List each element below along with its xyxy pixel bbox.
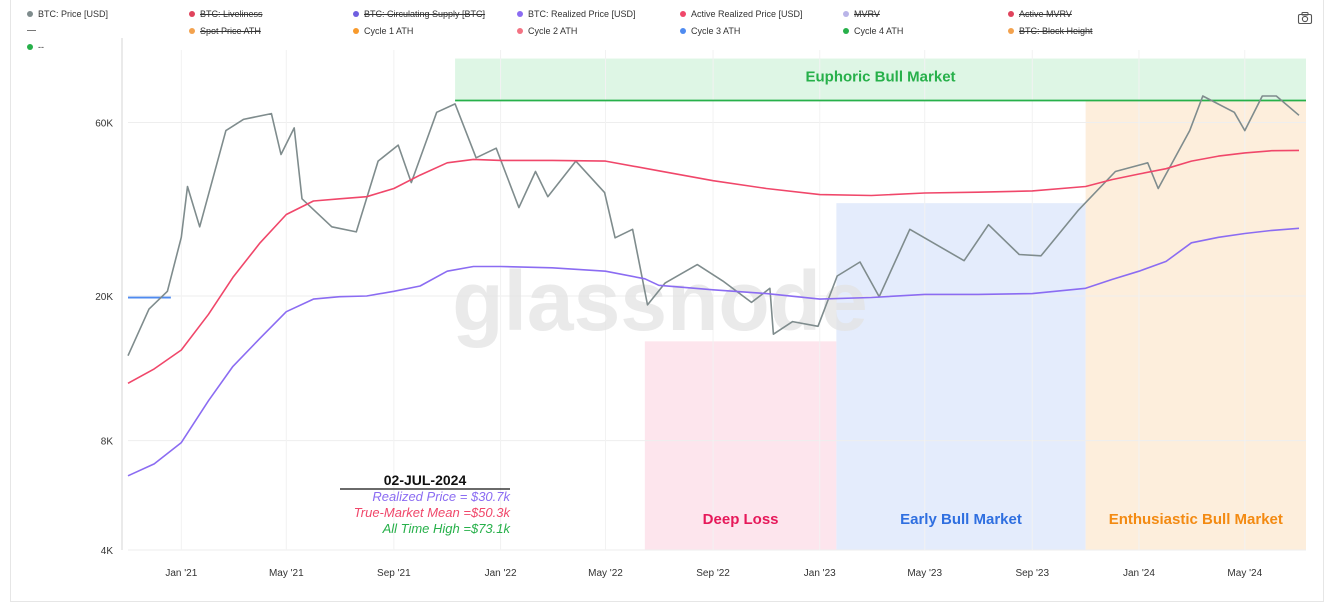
legend-label: BTC: Realized Price [USD] <box>528 9 636 19</box>
legend-label: Spot Price ATH <box>200 26 261 36</box>
legend-label: Cycle 3 ATH <box>691 26 741 36</box>
chart-legend: BTC: Price [USD] BTC: Liveliness BTC: Circ… <box>0 0 1334 56</box>
series-line <box>127 149 1300 385</box>
y-tick-label: 4K <box>101 546 114 557</box>
dot-marker-icon <box>680 28 686 34</box>
legend-item[interactable]: -- <box>27 41 44 53</box>
legend-item[interactable]: BTC: Circulating Supply [BTC] <box>353 8 485 20</box>
legend-item[interactable]: Cycle 1 ATH <box>353 25 413 37</box>
y-tick-label: 8K <box>101 437 114 448</box>
line-marker-icon <box>27 30 36 31</box>
legend-label: MVRV <box>854 9 880 19</box>
dot-marker-icon <box>1008 28 1014 34</box>
legend-label: BTC: Circulating Supply [BTC] <box>364 9 486 19</box>
annotation-row: Realized Price = $30.7k <box>372 489 511 504</box>
region-labels: Euphoric Bull Market Deep Loss Early Bull … <box>703 69 1283 528</box>
x-axis-ticks: Jan '21 May '21 Sep '21 Jan '22 May '22 Sep '… <box>165 568 1262 579</box>
legend-label: BTC: Price [USD] <box>38 9 109 19</box>
legend-label: Cycle 1 ATH <box>364 26 414 36</box>
market-region <box>455 58 1306 101</box>
market-region <box>644 341 837 550</box>
x-tick-label: Sep '22 <box>696 568 730 579</box>
grid-lines <box>121 38 1306 551</box>
legend-item[interactable]: Active Realized Price [USD] <box>680 8 803 20</box>
series-line <box>127 227 1300 477</box>
watermark: glassnode <box>452 254 867 348</box>
series-line <box>127 95 1300 357</box>
legend-item[interactable]: BTC: Price [USD] <box>27 8 108 20</box>
dot-marker-icon <box>189 11 195 17</box>
dot-marker-icon <box>1008 11 1014 17</box>
region-label: Early Bull Market <box>900 511 1022 528</box>
dot-marker-icon <box>27 11 33 17</box>
market-region <box>836 203 1086 551</box>
dot-marker-icon <box>517 11 523 17</box>
x-tick-label: May '24 <box>1227 568 1262 579</box>
x-tick-label: Jan '21 <box>165 568 197 579</box>
x-tick-label: Jan '23 <box>804 568 836 579</box>
legend-label: Active MVRV <box>1019 9 1072 19</box>
legend-item[interactable]: MVRV <box>843 8 880 20</box>
legend-label: Active Realized Price [USD] <box>691 9 803 19</box>
dot-marker-icon <box>27 44 33 50</box>
dot-marker-icon <box>353 11 359 17</box>
legend-item[interactable]: Spot Price ATH <box>189 25 261 37</box>
x-tick-label: Sep '21 <box>377 568 411 579</box>
y-tick-label: 20K <box>95 292 113 303</box>
legend-label: BTC: Liveliness <box>200 9 263 19</box>
dot-marker-icon <box>680 11 686 17</box>
market-regions <box>455 58 1306 551</box>
x-tick-label: May '22 <box>588 568 623 579</box>
y-tick-label: 60K <box>95 119 113 130</box>
x-tick-label: Sep '23 <box>1015 568 1049 579</box>
legend-label: -- <box>38 42 44 52</box>
dot-marker-icon <box>517 28 523 34</box>
dot-marker-icon <box>843 11 849 17</box>
legend-label: BTC: Block Height <box>1019 26 1093 36</box>
camera-icon[interactable] <box>1297 11 1313 25</box>
annotation-row: All Time High =$73.1k <box>382 521 512 536</box>
legend-item[interactable] <box>27 25 41 37</box>
market-region <box>1085 100 1306 550</box>
legend-label: Cycle 4 ATH <box>854 26 904 36</box>
x-tick-label: Jan '22 <box>485 568 517 579</box>
y-axis-ticks: 4K 8K 20K 60K <box>95 119 113 557</box>
annotation-row: True-Market Mean =$50.3k <box>354 505 512 520</box>
legend-item[interactable]: BTC: Block Height <box>1008 25 1093 37</box>
legend-item[interactable]: Cycle 4 ATH <box>843 25 903 37</box>
x-tick-label: May '21 <box>269 568 304 579</box>
region-label: Deep Loss <box>703 511 779 528</box>
legend-item[interactable]: Cycle 2 ATH <box>517 25 577 37</box>
legend-item[interactable]: BTC: Liveliness <box>189 8 263 20</box>
dot-marker-icon <box>189 28 195 34</box>
series-lines <box>127 95 1300 477</box>
region-label: Enthusiastic Bull Market <box>1109 511 1283 528</box>
x-tick-label: May '23 <box>907 568 942 579</box>
dot-marker-icon <box>353 28 359 34</box>
legend-item[interactable]: BTC: Realized Price [USD] <box>517 8 636 20</box>
legend-label: Cycle 2 ATH <box>528 26 578 36</box>
legend-item[interactable]: Cycle 3 ATH <box>680 25 740 37</box>
dot-marker-icon <box>843 28 849 34</box>
cycle-ath-lines <box>128 99 1306 299</box>
legend-item[interactable]: Active MVRV <box>1008 8 1072 20</box>
region-label: Euphoric Bull Market <box>806 69 956 86</box>
annotation-date: 02-JUL-2024 <box>384 472 467 488</box>
x-tick-label: Jan '24 <box>1123 568 1155 579</box>
chart-frame <box>10 0 1324 602</box>
